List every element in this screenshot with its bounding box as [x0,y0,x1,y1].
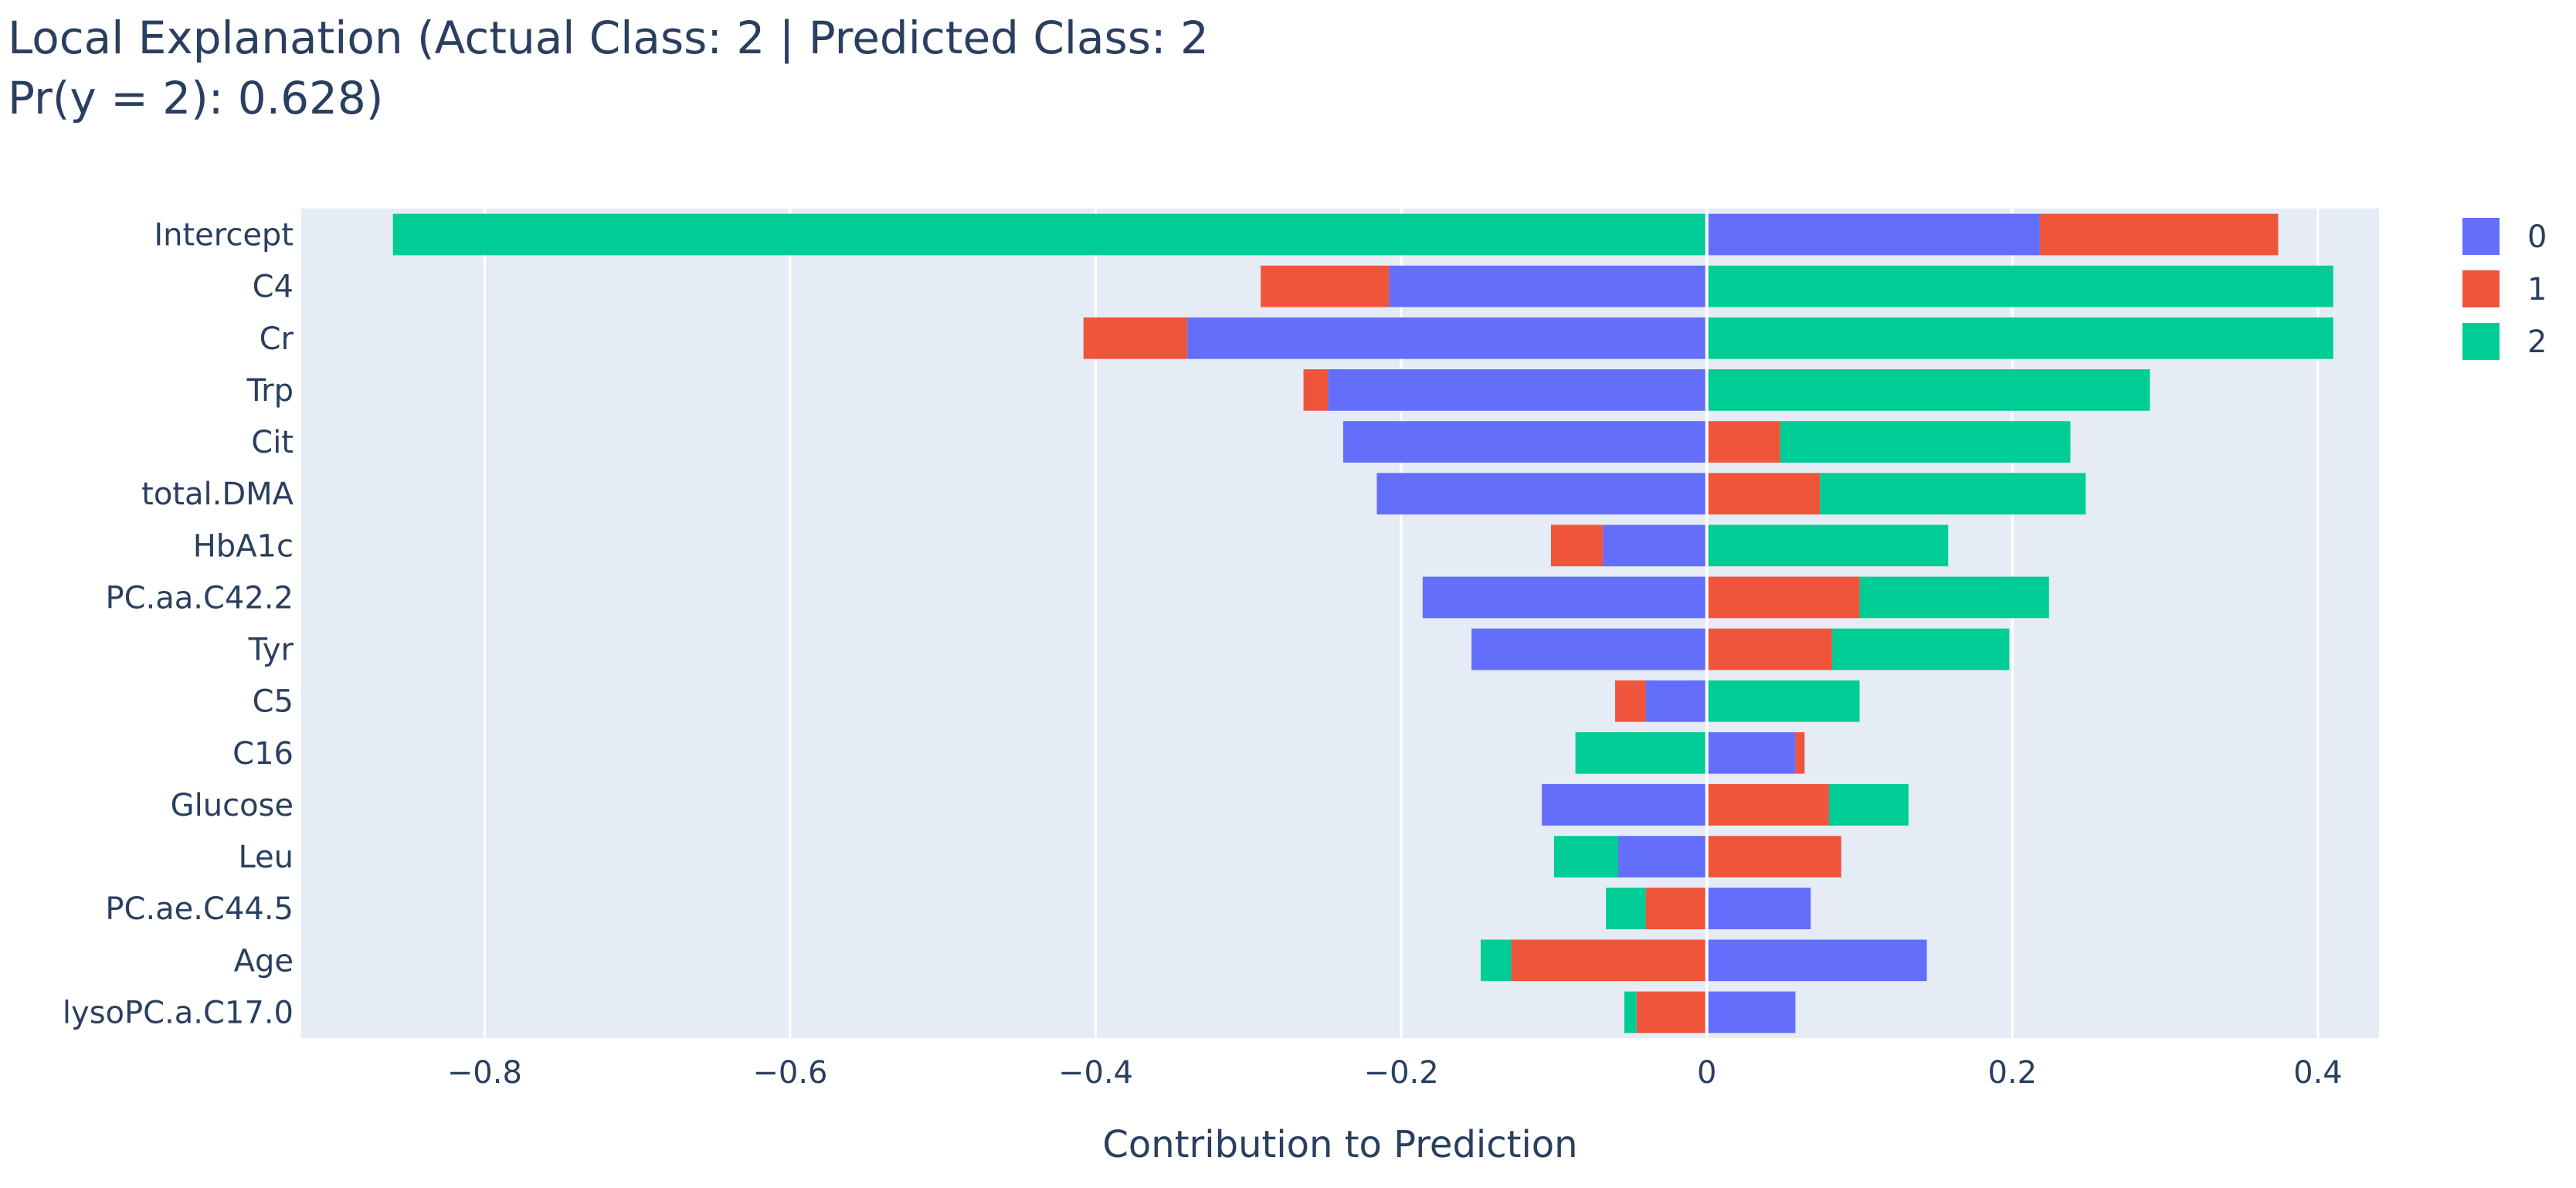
bar-class-0[interactable] [1617,836,1707,877]
x-tick-label: −0.8 [447,1055,522,1091]
bar-class-2[interactable] [1553,836,1618,877]
bar-class-1[interactable] [1550,524,1604,567]
y-tick-label: Leu [238,840,294,875]
bar-class-0[interactable] [1376,473,1707,515]
bar-class-1[interactable] [1615,680,1646,722]
bar-class-0[interactable] [1645,680,1707,722]
bar-class-2[interactable] [1624,991,1637,1034]
x-tick-label: −0.2 [1364,1055,1439,1091]
bar-class-2[interactable] [1575,731,1707,774]
x-axis-ticks: −0.8 −0.6 −0.4 −0.2 0 0.2 0.4 [447,1055,2343,1091]
bar-class-2[interactable] [1706,265,2333,307]
bar-class-2[interactable] [1706,317,2333,359]
x-tick-label: 0 [1697,1055,1716,1091]
bar-class-2[interactable] [1480,939,1512,982]
legend-swatch-2[interactable] [2462,323,2500,360]
bar-class-2[interactable] [1859,576,2049,619]
bar-class-1[interactable] [1511,939,1707,982]
y-tick-label: PC.ae.C44.5 [105,891,294,927]
bar-class-0[interactable] [1706,731,1796,774]
x-tick-label: 0.2 [1987,1055,2037,1091]
legend-swatch-1[interactable] [2462,270,2500,307]
chart-title-line-1: Local Explanation (Actual Class: 2 | Pre… [8,12,1209,64]
y-tick-label: Cr [260,321,294,357]
bar-class-1[interactable] [1706,473,1821,515]
bar-class-1[interactable] [1706,784,1829,826]
x-tick-label: −0.6 [752,1055,827,1091]
bar-class-1[interactable] [1706,576,1860,619]
bar-class-1[interactable] [1636,991,1707,1034]
y-tick-label: C4 [253,270,294,305]
legend-label-0[interactable]: 0 [2527,219,2547,255]
bar-class-2[interactable] [1706,524,1949,567]
y-tick-label: Age [234,943,294,979]
y-tick-label: C16 [232,736,294,772]
bar-class-0[interactable] [1187,317,1707,359]
bar-class-1[interactable] [1706,421,1780,463]
legend: 0 1 2 [2462,218,2547,360]
bar-class-2[interactable] [392,213,1707,256]
x-tick-label: 0.4 [2293,1055,2343,1091]
legend-swatch-0[interactable] [2462,218,2500,255]
bar-class-0[interactable] [1422,576,1707,619]
bar-class-0[interactable] [1706,213,2040,256]
x-tick-label: −0.4 [1058,1055,1133,1091]
bar-class-1[interactable] [2039,213,2279,256]
y-tick-label: Cit [251,425,294,460]
y-tick-label: HbA1c [193,528,294,564]
bar-class-0[interactable] [1706,888,1811,930]
bar-class-2[interactable] [1706,680,1860,722]
y-tick-label: C5 [253,684,294,720]
y-tick-label: lysoPC.a.C17.0 [63,995,294,1030]
bar-class-0[interactable] [1471,628,1707,670]
chart-title-line-2: Pr(y = 2): 0.628) [8,72,384,124]
bar-class-1[interactable] [1303,369,1329,411]
bar-class-2[interactable] [1780,421,2071,463]
bar-class-0[interactable] [1342,421,1707,463]
bar-class-1[interactable] [1795,731,1805,774]
bar-class-1[interactable] [1706,628,1832,670]
bar-class-1[interactable] [1645,888,1707,930]
bar-class-2[interactable] [1828,784,1909,826]
bar-class-2[interactable] [1820,473,2086,515]
y-tick-label: Glucose [171,788,294,823]
bar-class-0[interactable] [1389,265,1707,307]
bar-class-1[interactable] [1083,317,1188,359]
bar-class-1[interactable] [1706,836,1841,877]
y-tick-label: Tyr [248,633,294,668]
bar-class-0[interactable] [1328,369,1707,411]
legend-label-1[interactable]: 1 [2527,272,2547,307]
bar-class-0[interactable] [1542,784,1707,826]
y-tick-label: total.DMA [141,477,294,512]
bars [392,213,2333,1034]
bar-class-2[interactable] [1831,628,2010,670]
bar-class-0[interactable] [1706,991,1796,1034]
y-tick-label: Trp [246,373,294,409]
bar-class-0[interactable] [1706,939,1927,982]
x-axis-title: Contribution to Prediction [1102,1123,1577,1166]
bar-class-2[interactable] [1706,369,2150,411]
legend-label-2[interactable]: 2 [2527,324,2547,360]
y-tick-label: Intercept [154,218,294,253]
chart-title: Local Explanation (Actual Class: 2 | Pre… [8,8,1209,128]
bar-class-2[interactable] [1606,888,1646,930]
bar-class-0[interactable] [1603,524,1707,567]
bar-class-1[interactable] [1261,265,1390,307]
y-tick-label: PC.aa.C42.2 [106,580,294,616]
y-axis-ticks: Intercept C4 Cr Trp Cit total.DMA HbA1c PC.aa.C… [63,218,294,1031]
